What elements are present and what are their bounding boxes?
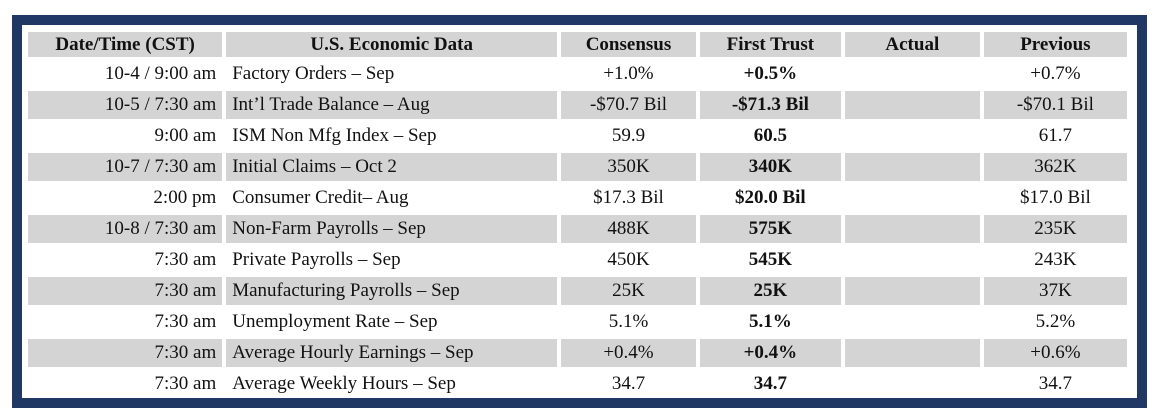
economic-calendar-table: Date/Time (CST) U.S. Economic Data Conse… [24,29,1131,401]
cell-first-trust: +0.5% [743,63,798,84]
table-frame: Date/Time (CST) U.S. Economic Data Conse… [12,15,1147,408]
cell-datetime: 7:30 am [154,311,217,332]
cell-previous: 243K [1034,249,1077,270]
cell-previous: 61.7 [1038,125,1073,146]
cell-consensus: 350K [561,153,696,181]
cell-first-trust: +0.4% [699,339,841,367]
cell-datetime: 9:00 am [154,125,217,146]
cell-previous: $17.0 Bil [1020,187,1091,208]
cell-first-trust: -$71.3 Bil [699,91,841,119]
cell-datetime: 7:30 am [28,339,223,367]
cell-datetime: 10-8 / 7:30 am [28,215,223,243]
table-row: 10-7 / 7:30 am Initial Claims – Oct 2 350K… [28,153,1127,181]
cell-actual [845,184,980,212]
cell-datetime: 7:30 am [154,373,217,394]
cell-actual [845,122,980,150]
cell-consensus: 59.9 [611,125,646,146]
header-actual: Actual [844,32,980,57]
table-row: 10-8 / 7:30 am Non-Farm Payrolls – Sep 488… [28,215,1127,243]
table-row: 7:30 am Average Weekly Hours – Sep 34.7 34.… [28,370,1127,398]
cell-actual [845,370,980,398]
cell-previous: 34.7 [1038,373,1073,394]
cell-first-trust: 575K [699,215,841,243]
cell-first-trust: 34.7 [753,373,787,394]
header-first-trust: First Trust [699,32,841,57]
header-previous: Previous [983,32,1127,57]
cell-event: ISM Non Mfg Index – Sep [232,125,437,146]
cell-event: Manufacturing Payrolls – Sep [226,277,558,305]
cell-consensus: 34.7 [611,373,646,394]
table-row: 9:00 am ISM Non Mfg Index – Sep 59.9 60.5 61… [28,122,1127,150]
cell-actual [844,339,980,367]
header-datetime: Date/Time (CST) [28,32,223,57]
cell-event: Private Payrolls – Sep [232,249,401,270]
cell-first-trust: $20.0 Bil [734,187,806,208]
cell-datetime: 7:30 am [28,277,223,305]
cell-first-trust: 5.1% [748,311,792,332]
table-row: 7:30 am Private Payrolls – Sep 450K 545K 243… [28,246,1127,274]
cell-event: Factory Orders – Sep [232,63,395,84]
cell-previous: +0.6% [983,339,1127,367]
cell-datetime: 2:00 pm [153,187,217,208]
cell-previous: 362K [983,153,1127,181]
cell-previous: 37K [983,277,1127,305]
header-row: Date/Time (CST) U.S. Economic Data Conse… [28,32,1127,57]
table-row: 10-5 / 7:30 am Int’l Trade Balance – Aug -… [28,91,1127,119]
cell-consensus: $17.3 Bil [593,187,664,208]
cell-first-trust: 340K [699,153,841,181]
table-row: 7:30 am Manufacturing Payrolls – Sep 25K 25… [28,277,1127,305]
cell-event: Unemployment Rate – Sep [232,311,438,332]
cell-actual [844,91,980,119]
cell-consensus: 450K [607,249,650,270]
cell-event: Int’l Trade Balance – Aug [226,91,558,119]
cell-consensus: +1.0% [603,63,654,84]
cell-consensus: +0.4% [561,339,696,367]
cell-event: Initial Claims – Oct 2 [226,153,558,181]
cell-datetime: 7:30 am [154,249,217,270]
table-row: 10-4 / 9:00 am Factory Orders – Sep +1.0% +… [28,60,1127,88]
cell-consensus: -$70.7 Bil [561,91,696,119]
cell-event: Consumer Credit– Aug [232,187,409,208]
cell-consensus: 5.1% [608,311,649,332]
header-economic-data: U.S. Economic Data [226,32,558,57]
cell-previous: +0.7% [1030,63,1081,84]
cell-previous: -$70.1 Bil [983,91,1127,119]
table-row: 7:30 am Average Hourly Earnings – Sep +0.4… [28,339,1127,367]
cell-datetime: 10-5 / 7:30 am [28,91,223,119]
cell-actual [845,60,980,88]
cell-first-trust: 25K [699,277,841,305]
cell-actual [844,277,980,305]
cell-consensus: 488K [561,215,696,243]
cell-previous: 235K [983,215,1127,243]
table-container: Date/Time (CST) U.S. Economic Data Conse… [22,25,1137,398]
cell-consensus: 25K [561,277,696,305]
cell-actual [844,153,980,181]
cell-event: Average Weekly Hours – Sep [232,373,456,394]
cell-event: Non-Farm Payrolls – Sep [226,215,558,243]
cell-actual [845,246,980,274]
cell-actual [845,308,980,336]
cell-first-trust: 60.5 [753,125,787,146]
cell-previous: 5.2% [1035,311,1076,332]
cell-actual [844,215,980,243]
header-consensus: Consensus [561,32,696,57]
cell-datetime: 10-7 / 7:30 am [28,153,223,181]
table-row: 7:30 am Unemployment Rate – Sep 5.1% 5.1% 5.… [28,308,1127,336]
cell-datetime: 10-4 / 9:00 am [104,63,217,84]
cell-event: Average Hourly Earnings – Sep [226,339,558,367]
table-row: 2:00 pm Consumer Credit– Aug $17.3 Bil $20.… [28,184,1127,212]
cell-first-trust: 545K [748,249,792,270]
